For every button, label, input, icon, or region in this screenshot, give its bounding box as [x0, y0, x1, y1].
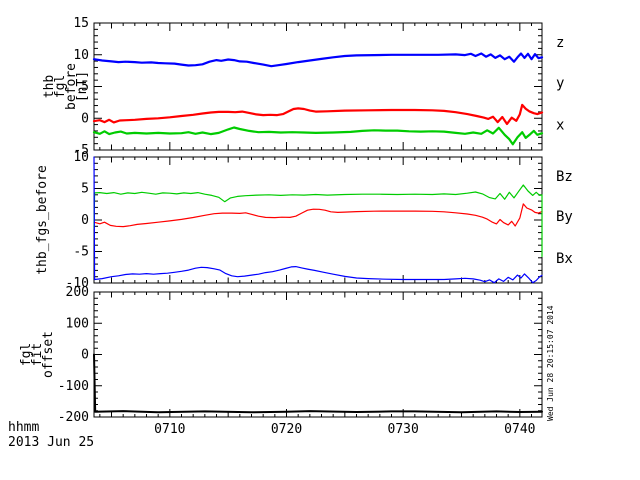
series-x [92, 52, 544, 68]
y-tick-label: 0 [81, 348, 89, 363]
y-tick-label: -10 [66, 276, 89, 291]
panel-frame [93, 156, 543, 284]
panel-frame [93, 291, 543, 418]
series-By [93, 184, 543, 258]
series-label-By: By [556, 209, 573, 225]
y-axis-title: thb [42, 75, 57, 99]
y-tick-label: -100 [58, 379, 89, 394]
y-axis-title: offset [41, 331, 56, 378]
x-tick-label: 0730 [388, 422, 419, 437]
y-tick-label: 5 [81, 80, 89, 95]
y-tick-label: -5 [73, 143, 89, 158]
series-z [92, 103, 544, 126]
creation-timestamp: Wed Jun 28 20:15:07 2014 [546, 305, 555, 421]
series-offset [93, 353, 543, 414]
series-y [92, 126, 544, 146]
x-tick-label: 0720 [271, 422, 302, 437]
y-tick-label: 0 [81, 111, 89, 126]
y-tick-label: -200 [58, 410, 89, 425]
y-axis-title: [nT] [75, 71, 90, 102]
y-tick-label: 10 [73, 48, 89, 63]
series-label-y: y [556, 76, 564, 92]
panel-frame [93, 22, 543, 151]
y-tick-label: 100 [66, 316, 89, 331]
series-Bx [93, 156, 543, 284]
series-label-x: x [556, 118, 564, 134]
y-tick-label: -5 [73, 245, 89, 260]
y-axis-title: thb_fgs_before [35, 165, 50, 275]
y-axis-title: fgl [53, 75, 68, 98]
series-label-z: z [556, 35, 564, 51]
y-tick-label: 200 [66, 285, 89, 300]
series-label-Bz: Bz [556, 169, 573, 185]
series-label-Bx: Bx [556, 251, 573, 267]
x-tick-label: 0710 [154, 422, 185, 437]
x-tick-label: 0740 [504, 422, 535, 437]
y-axis-title: fit [30, 343, 45, 366]
date-label: 2013 Jun 25 [8, 435, 95, 450]
y-tick-label: 15 [73, 16, 89, 31]
series-Bz [93, 203, 543, 228]
y-axis-title: before [64, 63, 79, 110]
y-axis-title: fgl [19, 343, 34, 366]
y-tick-label: 5 [81, 182, 89, 197]
y-tick-label: 10 [73, 150, 89, 165]
x-axis-unit-label: hhmm [8, 420, 40, 435]
y-tick-label: 0 [81, 213, 89, 228]
